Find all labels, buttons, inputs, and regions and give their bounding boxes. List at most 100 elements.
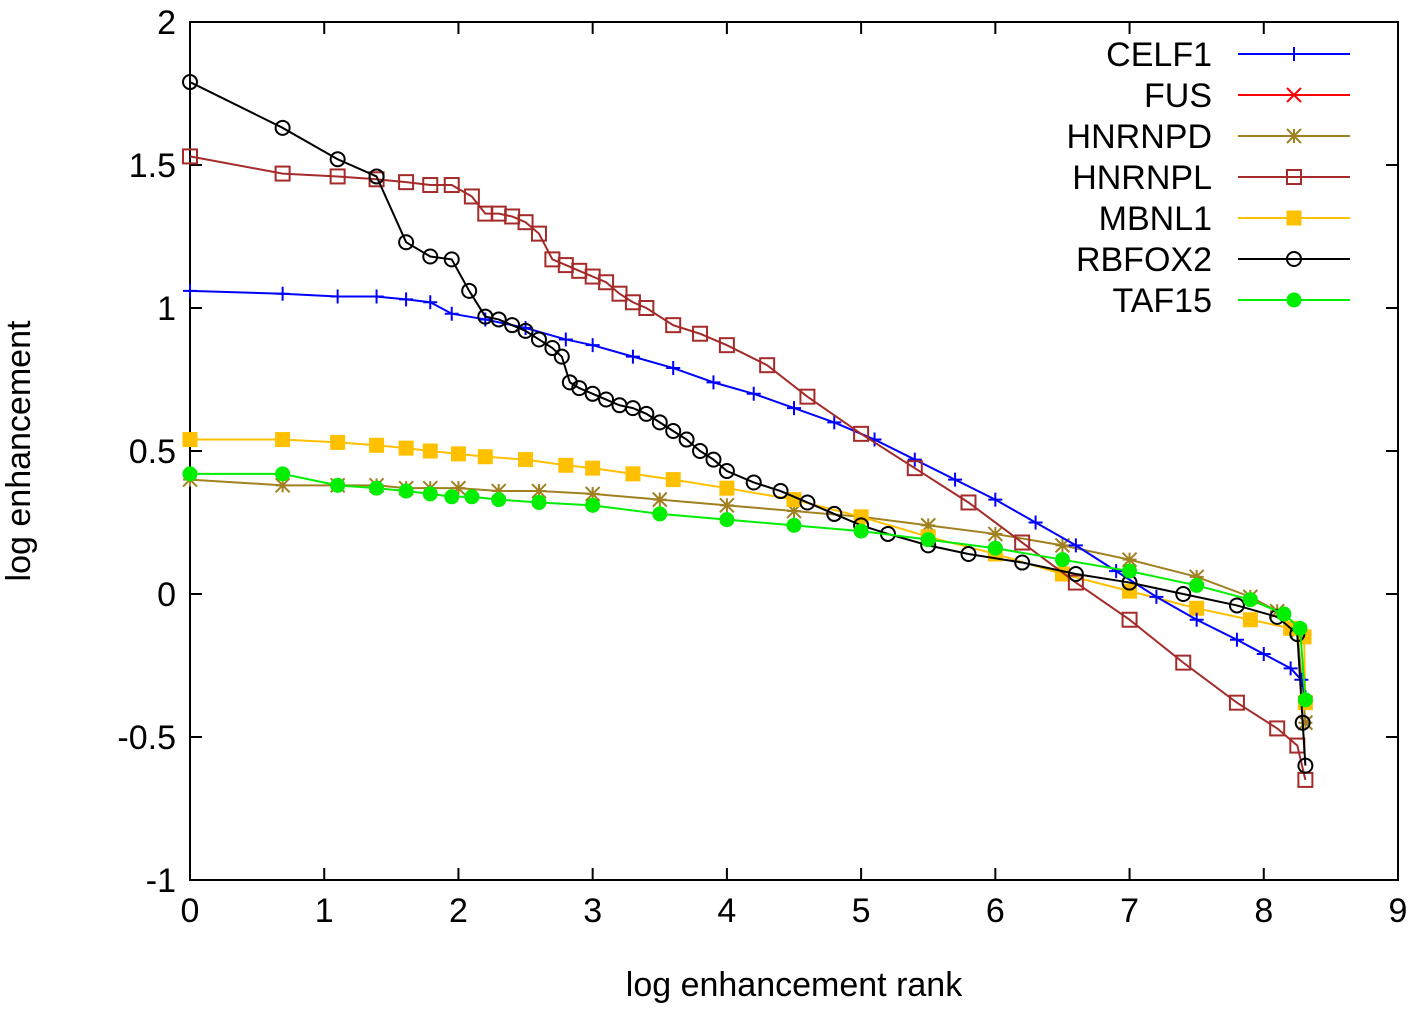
data-point-rbfox2: [182, 74, 198, 91]
data-point-hnrnpd: [274, 477, 291, 494]
data-point-rbfox2: [443, 251, 460, 268]
data-point-rbfox2: [1067, 565, 1084, 582]
series-line-hnrnpl: [189, 155, 1307, 781]
data-point-rbfox2: [490, 311, 507, 328]
data-point-taf15: [1122, 563, 1138, 579]
legend-marker-hnrnpd: [1286, 128, 1302, 144]
data-point-taf15: [1242, 592, 1258, 608]
data-point-hnrnpl: [611, 285, 628, 302]
x-tick-label: 5: [852, 892, 871, 930]
data-point-rbfox2: [718, 463, 735, 480]
legend-marker-fus: [1286, 87, 1302, 103]
data-point-celf1: [444, 306, 459, 321]
data-point-taf15: [987, 540, 1003, 556]
data-point-mbnl1: [558, 457, 574, 473]
data-point-rbfox2: [422, 248, 439, 265]
data-point-mbnl1: [369, 437, 385, 453]
y-tick-label: -1: [146, 862, 176, 900]
data-point-celf1: [423, 295, 438, 310]
data-point-hnrnpd: [531, 483, 547, 499]
data-point-taf15: [652, 506, 668, 522]
data-point-taf15: [786, 517, 802, 533]
data-point-rbfox2: [517, 322, 534, 339]
data-point-taf15: [422, 486, 438, 502]
data-point-mbnl1: [1242, 612, 1258, 628]
y-tick-label: 1: [157, 290, 176, 328]
data-point-hnrnpl: [530, 225, 547, 242]
x-tick-label: 1: [315, 892, 334, 930]
data-point-taf15: [585, 497, 601, 513]
data-point-rbfox2: [826, 505, 843, 522]
data-point-mbnl1: [477, 449, 493, 465]
data-point-mbnl1: [422, 443, 438, 459]
series-mbnl1: [182, 432, 1313, 711]
legend-item-hnrnpd: HNRNPD: [1067, 118, 1350, 156]
legend-item-hnrnpl: HNRNPL: [1072, 159, 1350, 197]
y-tick-label: 2: [157, 4, 176, 42]
data-point-rbfox2: [638, 405, 655, 422]
data-point-hnrnpd: [1188, 569, 1205, 585]
data-point-rbfox2: [584, 385, 601, 402]
data-point-hnrnpl: [182, 148, 198, 165]
data-point-hnrnpl: [906, 460, 923, 477]
legend-label: RBFOX2: [1076, 241, 1212, 279]
data-point-rbfox2: [624, 400, 641, 417]
x-tick-label: 8: [1254, 892, 1273, 930]
legend-label: CELF1: [1106, 36, 1212, 74]
data-point-celf1: [1109, 564, 1124, 579]
data-point-hnrnpl: [1014, 534, 1031, 551]
data-point-taf15: [182, 466, 198, 482]
legend-marker-mbnl1: [1286, 210, 1302, 226]
data-point-celf1: [746, 386, 761, 401]
data-point-hnrnpl: [960, 494, 977, 511]
data-point-hnrnpd: [987, 526, 1004, 542]
data-point-rbfox2: [651, 414, 668, 431]
legend-label: HNRNPL: [1072, 159, 1212, 197]
data-point-hnrnpd: [920, 517, 936, 534]
data-point-rbfox2: [799, 494, 816, 511]
data-point-mbnl1: [330, 434, 346, 450]
legend-item-taf15: TAF15: [1112, 282, 1350, 320]
data-point-rbfox2: [398, 234, 415, 251]
data-point-rbfox2: [745, 474, 762, 491]
data-point-mbnl1: [450, 446, 466, 462]
data-point-hnrnpl: [329, 168, 346, 185]
data-point-hnrnpl: [692, 325, 709, 342]
data-point-mbnl1: [665, 472, 681, 488]
data-point-taf15: [1054, 552, 1070, 568]
data-point-rbfox2: [1297, 757, 1314, 774]
data-point-hnrnpd: [1121, 551, 1138, 568]
legend-marker-rbfox2: [1286, 251, 1302, 267]
data-point-hnrnpd: [786, 503, 802, 519]
legend-marker-hnrnpl: [1286, 169, 1302, 185]
data-point-hnrnpl: [853, 425, 870, 442]
data-point-hnrnpd: [719, 497, 735, 514]
data-point-taf15: [920, 532, 936, 548]
legend-item-mbnl1: MBNL1: [1099, 200, 1350, 238]
data-point-rbfox2: [960, 545, 977, 562]
data-point-rbfox2: [553, 348, 570, 365]
data-point-celf1: [183, 283, 197, 298]
data-point-taf15: [853, 523, 869, 539]
data-point-hnrnpl: [718, 337, 735, 354]
series-taf15: [182, 466, 1313, 708]
data-point-taf15: [1189, 577, 1205, 593]
data-point-rbfox2: [1294, 714, 1311, 731]
data-point-celf1: [399, 292, 414, 307]
legend-label: FUS: [1144, 77, 1212, 115]
legend-label: TAF15: [1112, 282, 1212, 320]
data-point-mbnl1: [518, 452, 534, 468]
y-tick-label: 0: [157, 576, 176, 614]
data-point-rbfox2: [274, 119, 291, 136]
data-point-taf15: [330, 477, 346, 493]
legend-item-celf1: CELF1: [1106, 36, 1350, 74]
data-point-hnrnpl: [1269, 720, 1286, 737]
data-point-hnrnpl: [1121, 611, 1138, 628]
data-point-hnrnpl: [759, 357, 776, 374]
data-point-celf1: [1189, 612, 1204, 627]
y-tick-label: 0.5: [129, 433, 176, 471]
data-point-hnrnpl: [598, 274, 615, 291]
data-point-hnrnpl: [799, 388, 816, 405]
series-line-celf1: [189, 289, 1307, 698]
